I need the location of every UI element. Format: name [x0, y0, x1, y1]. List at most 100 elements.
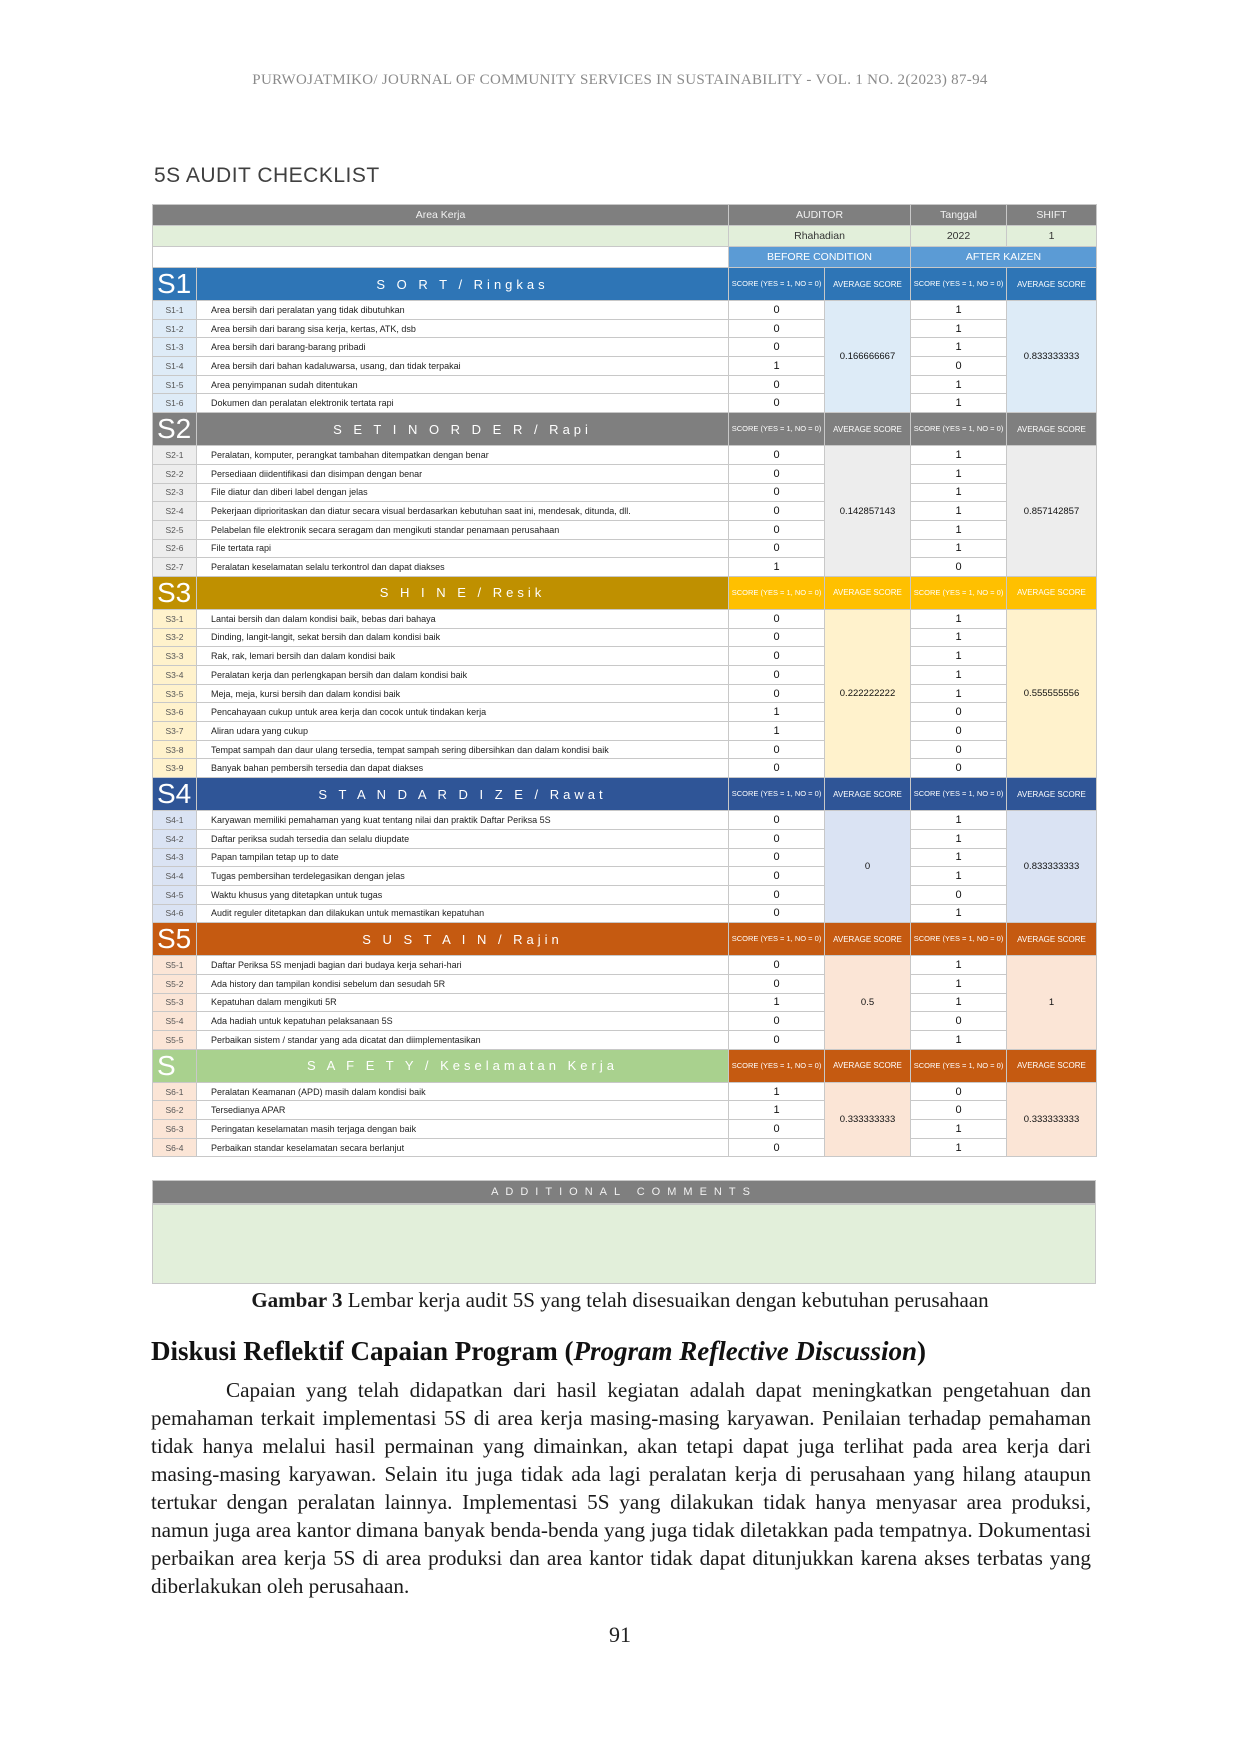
before-score: 0	[728, 758, 826, 779]
running-head: PURWOJATMIKO/ JOURNAL OF COMMUNITY SERVI…	[252, 72, 988, 88]
condition-header-row: BEFORE CONDITION AFTER KAIZEN	[151, 246, 1098, 268]
before-score-header: SCORE (YES = 1, NO = 0)	[728, 922, 826, 957]
section-heading-main: Diskusi Reflektif Capaian Program (	[151, 1336, 574, 1366]
before-score: 0	[728, 300, 826, 320]
auditor-label: AUDITOR	[728, 204, 912, 226]
checklist-row: S2-7 Peralatan keselamatan selalu terkont…	[152, 557, 1097, 577]
after-score: 0	[910, 356, 1008, 376]
checklist-row: S5-5 Perbaikan sistem / standar yang ada …	[152, 1030, 1097, 1050]
item-description: Area bersih dari peralatan yang tidak di…	[195, 300, 730, 320]
checklist-row: S3-5 Meja, meja, kursi bersih dan dalam k…	[152, 683, 1097, 704]
section-name: S E T I N O R D E R / Rapi	[195, 412, 730, 447]
before-score: 0	[728, 337, 826, 358]
checklist-row: S4-2 Daftar periksa sudah tersedia dan se…	[152, 828, 1097, 849]
checklist-row: S5-4 Ada hadiah untuk kepatuhan pelaksana…	[152, 1011, 1097, 1031]
after-average-header: AVERAGE SCORE	[1006, 777, 1098, 812]
after-score: 1	[910, 393, 1008, 414]
after-average-header: AVERAGE SCORE	[1006, 575, 1098, 610]
after-score: 1	[910, 501, 1008, 521]
item-code: S6-2	[152, 1100, 197, 1121]
additional-comments-header: ADDITIONAL COMMENTS	[152, 1180, 1096, 1204]
item-description: Tugas pembersihan terdelegasikan dengan …	[195, 866, 730, 886]
item-code: S1-5	[152, 374, 197, 395]
before-score: 0	[728, 973, 826, 994]
item-code: S1-3	[152, 337, 197, 358]
section-name: S A F E T Y / Keselamatan Kerja	[195, 1048, 730, 1083]
after-score: 1	[910, 627, 1008, 648]
after-score-header: SCORE (YES = 1, NO = 0)	[910, 922, 1008, 957]
after-score: 1	[910, 810, 1008, 830]
checklist-row: S4-1 Karyawan memiliki pemahaman yang kua…	[152, 810, 1098, 924]
item-code: S5-4	[152, 1011, 197, 1031]
item-code: S2-3	[152, 482, 197, 503]
checklist-row: S6-3 Peringatan keselamatan masih terjaga…	[152, 1119, 1097, 1139]
checklist-row: S2-4 Pekerjaan diprioritaskan dan diatur …	[152, 501, 1097, 521]
item-description: Persediaan diidentifikasi dan disimpan d…	[195, 463, 730, 484]
item-description: Peralatan kerja dan perlengkapan bersih …	[195, 665, 730, 685]
before-score: 0	[728, 627, 826, 648]
section-name: S T A N D A R D I Z E / Rawat	[195, 777, 730, 812]
after-score: 1	[910, 955, 1008, 975]
section-header-s3: S3 S H I N E / Resik SCORE (YES = 1, NO = …	[152, 575, 1098, 610]
checklist-row: S1-3 Area bersih dari barang-barang priba…	[152, 337, 1097, 358]
item-description: Rak, rak, lemari bersih dan dalam kondis…	[195, 646, 730, 666]
item-description: Area bersih dari barang-barang pribadi	[195, 337, 730, 358]
checklist-row: S1-4 Area bersih dari bahan kadaluwarsa, …	[152, 356, 1097, 376]
after-score: 1	[910, 374, 1008, 395]
item-code: S6-4	[152, 1137, 197, 1158]
additional-comments-box[interactable]	[152, 1204, 1096, 1284]
after-score: 1	[910, 973, 1008, 994]
after-score: 0	[910, 702, 1008, 723]
item-code: S2-5	[152, 519, 197, 540]
before-average-score: 0.142857143	[824, 445, 912, 577]
section-number: S5	[152, 922, 197, 957]
after-score: 1	[910, 482, 1008, 503]
after-average-header: AVERAGE SCORE	[1006, 267, 1098, 301]
item-description: File tertata rapi	[195, 538, 730, 559]
figure-caption-text: Lembar kerja audit 5S yang telah disesua…	[342, 1288, 989, 1312]
before-score: 1	[728, 1100, 826, 1121]
item-code: S3-8	[152, 739, 197, 760]
before-score: 1	[728, 557, 826, 577]
before-average-score: 0.333333333	[824, 1081, 912, 1158]
after-score: 1	[910, 992, 1008, 1013]
section-heading-close: )	[916, 1336, 926, 1366]
section-header-s1: S1 S O R T / Ringkas SCORE (YES = 1, NO = …	[152, 267, 1098, 301]
item-description: Ada hadiah untuk kepatuhan pelaksanaan 5…	[195, 1011, 730, 1031]
before-score: 0	[728, 739, 826, 760]
item-description: Papan tampilan tetap up to date	[195, 847, 730, 868]
after-score: 1	[910, 519, 1008, 540]
before-average-score: 0	[824, 810, 912, 924]
item-code: S3-2	[152, 627, 197, 648]
body-paragraph: Capaian yang telah didapatkan dari hasil…	[151, 1376, 1091, 1600]
after-score: 1	[910, 665, 1008, 685]
before-average-score: 0.5	[824, 955, 912, 1050]
after-score: 1	[910, 903, 1008, 924]
item-description: Peringatan keselamatan masih terjaga den…	[195, 1119, 730, 1139]
before-score: 0	[728, 955, 826, 975]
checklist-row: S4-5 Waktu khusus yang ditetapkan untuk t…	[152, 884, 1097, 905]
checklist-row: S5-3 Kepatuhan dalam mengikuti 5R 1 1	[152, 992, 1097, 1013]
tanggal-value: 2022	[910, 225, 1008, 247]
after-average-score: 0.555555556	[1006, 608, 1098, 779]
before-average-header: AVERAGE SCORE	[824, 922, 912, 957]
after-score: 1	[910, 1137, 1008, 1158]
area-kerja-label: Area Kerja	[151, 204, 730, 226]
before-score: 1	[728, 702, 826, 723]
checklist-row: S3-9 Banyak bahan pembersih tersedia dan …	[152, 758, 1097, 779]
after-score: 1	[910, 318, 1008, 339]
item-code: S6-3	[152, 1119, 197, 1139]
section-number: S4	[152, 777, 197, 812]
item-description: Waktu khusus yang ditetapkan untuk tugas	[195, 884, 730, 905]
checklist-row: S2-5 Pelabelan file elektronik secara ser…	[152, 519, 1097, 540]
item-description: Kepatuhan dalam mengikuti 5R	[195, 992, 730, 1013]
after-score: 0	[910, 884, 1008, 905]
item-description: Karyawan memiliki pemahaman yang kuat te…	[195, 810, 730, 830]
after-score: 0	[910, 1011, 1008, 1031]
page-number: 91	[609, 1622, 631, 1647]
item-description: Pekerjaan diprioritaskan dan diatur seca…	[195, 501, 730, 521]
before-score: 0	[728, 1119, 826, 1139]
item-code: S5-2	[152, 973, 197, 994]
item-description: Area bersih dari bahan kadaluwarsa, usan…	[195, 356, 730, 376]
before-score: 1	[728, 356, 826, 376]
